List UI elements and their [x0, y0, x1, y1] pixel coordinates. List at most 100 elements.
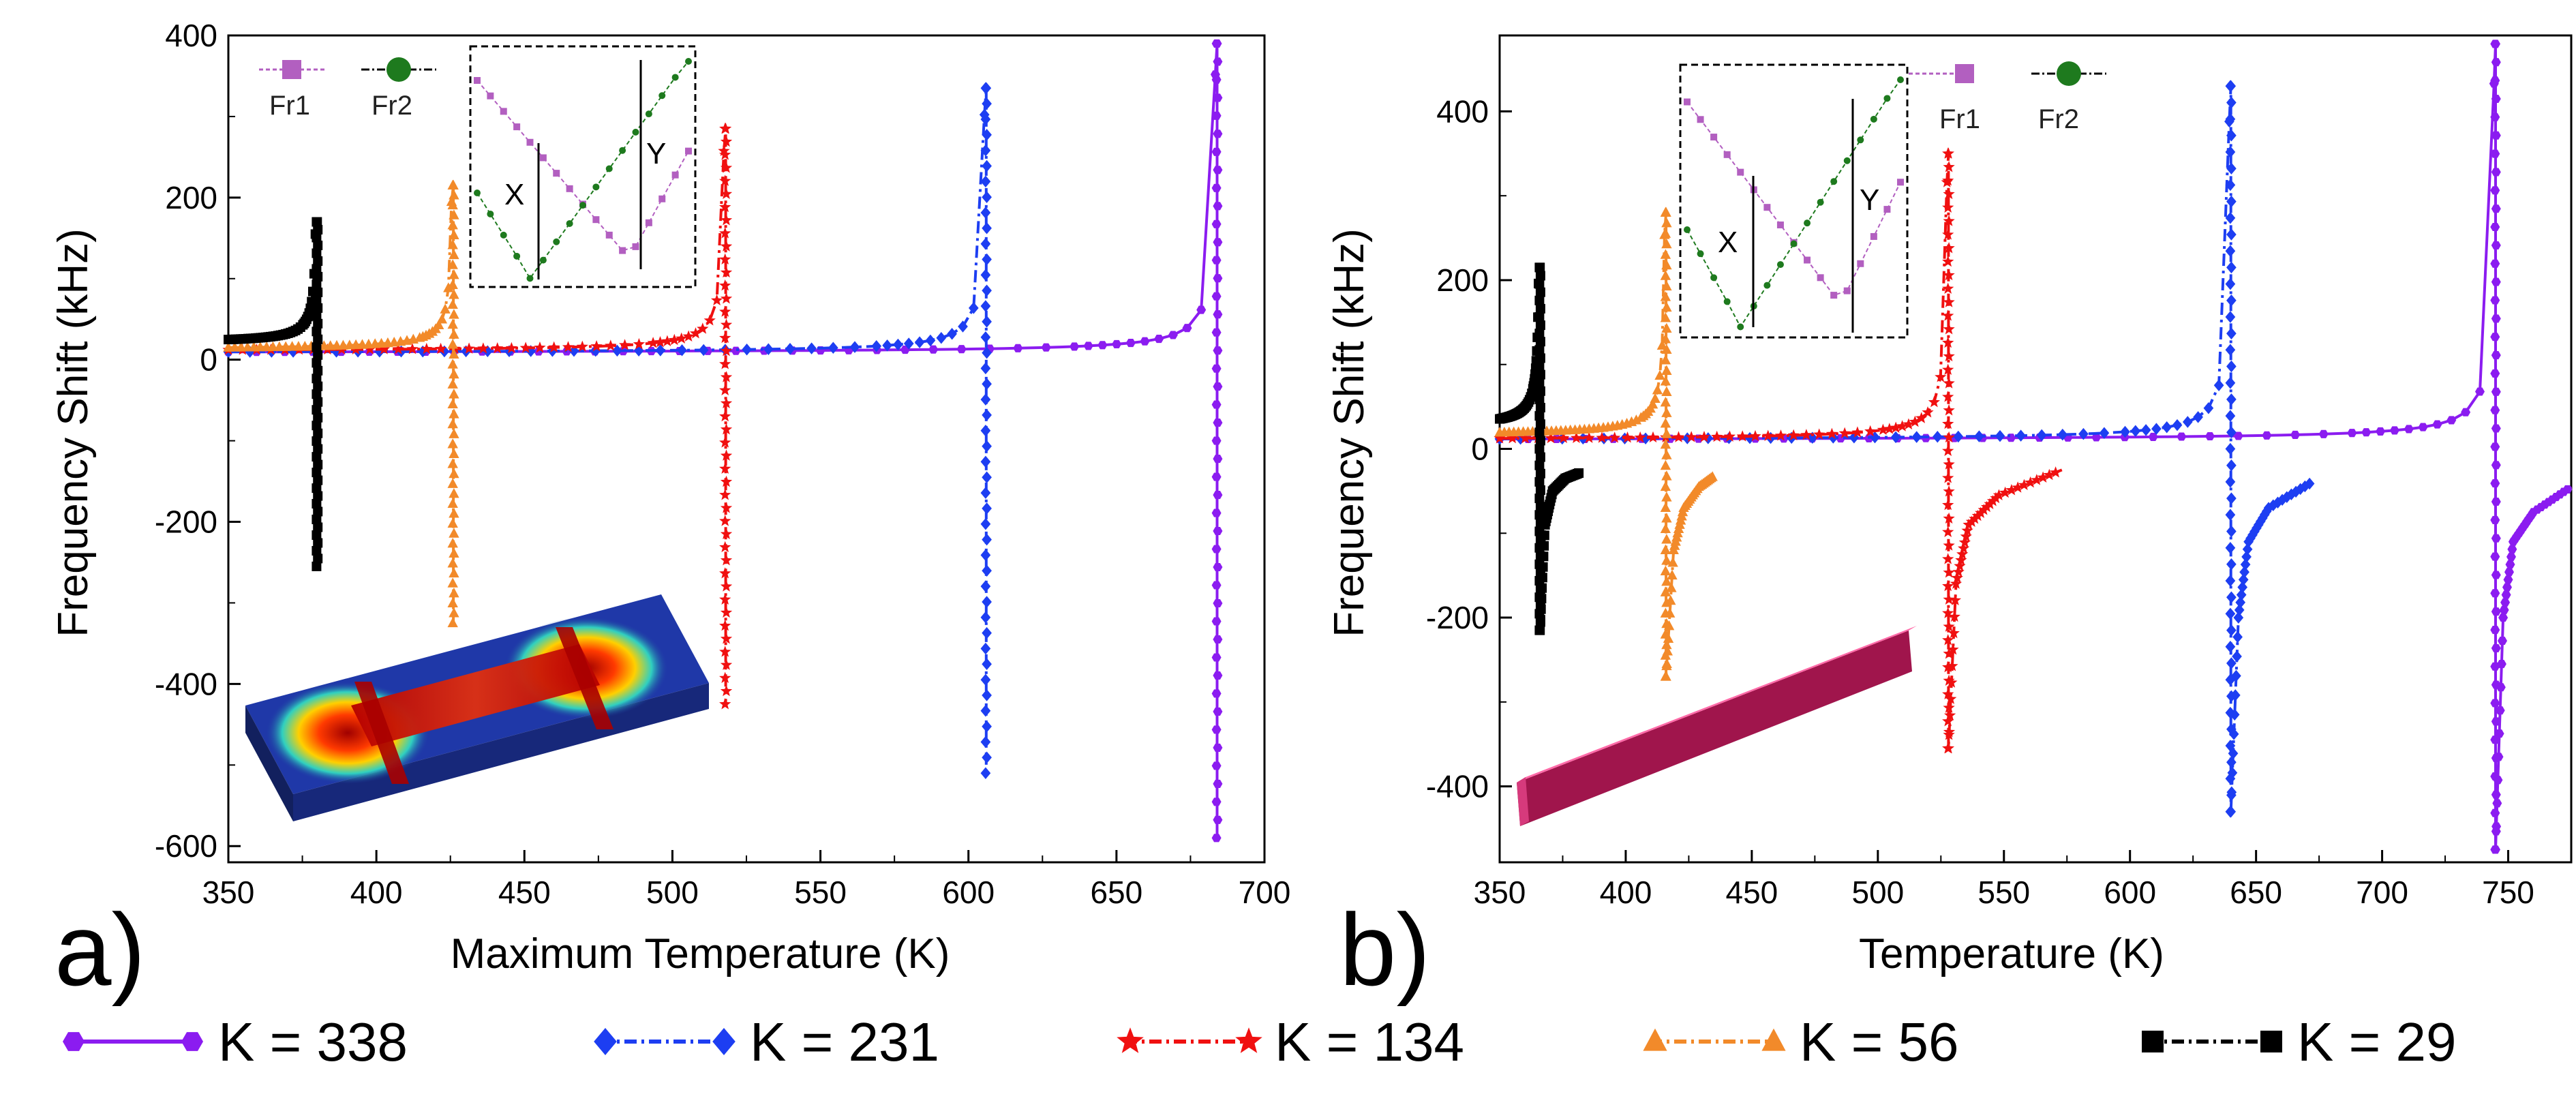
series-56-point	[1656, 339, 1668, 350]
series-231-point	[612, 344, 622, 357]
series-231-point	[2273, 496, 2283, 509]
series-338-point	[1211, 436, 1222, 445]
series-56-point	[1631, 414, 1642, 425]
series-134-point	[710, 294, 723, 306]
series-338-point	[2148, 432, 2158, 441]
series-56-point	[1660, 291, 1671, 301]
series-338-point	[2491, 845, 2500, 854]
series-56	[1494, 207, 1718, 681]
series-134-point	[647, 337, 659, 348]
series-29-point	[1534, 476, 1545, 487]
series-338-point	[2491, 643, 2501, 652]
inset-fr1-label: Fr1	[269, 91, 310, 121]
inset-fr1-point	[671, 171, 679, 179]
inset-fr2-point	[1697, 250, 1704, 258]
series-56-point	[1660, 481, 1671, 491]
series-134-point	[590, 340, 603, 352]
series-134-point	[1851, 426, 1864, 438]
series-231-point	[2226, 360, 2237, 373]
series-56-point	[1660, 207, 1671, 217]
series-231-point	[982, 284, 992, 297]
series-231-point	[2226, 723, 2237, 736]
series-29-point	[1535, 386, 1545, 396]
series-134-point	[1545, 431, 1557, 444]
series-231-point	[2300, 480, 2310, 493]
inset-fr2-point	[1776, 261, 1784, 269]
series-29-point	[313, 506, 323, 517]
series-56-point	[447, 359, 458, 369]
series-231-point	[982, 129, 992, 141]
inset-fr1-point	[1697, 116, 1704, 123]
inset-fr2-point	[553, 238, 560, 245]
series-231-point	[982, 658, 992, 671]
series-134-point	[720, 318, 733, 330]
series-29-point	[1534, 262, 1545, 273]
series-134-point	[720, 502, 733, 513]
series-338-point	[2493, 776, 2503, 785]
series-56-point	[1665, 594, 1676, 605]
series-231-point	[2225, 673, 2236, 686]
series-56-point	[1654, 369, 1665, 380]
x-tick-label: 700	[2356, 875, 2408, 910]
series-338-point	[1213, 455, 1223, 464]
inset-fr1-point	[487, 92, 494, 100]
series-56-point	[436, 314, 448, 324]
series-56-point	[1660, 333, 1671, 344]
series-134-point	[719, 384, 731, 395]
series-231-point	[2226, 393, 2237, 406]
series-134-point	[2043, 468, 2055, 481]
series-134-point	[1943, 701, 1955, 713]
series-231-point	[2226, 130, 2237, 142]
series-134-point	[720, 214, 733, 226]
series-231-point	[980, 487, 991, 499]
series-56-point	[449, 368, 459, 379]
series-134-point	[719, 122, 731, 134]
series-338-point	[2494, 753, 2504, 761]
series-231-point	[2229, 708, 2240, 721]
series-29-point	[1534, 279, 1545, 289]
inset-fr1-point	[685, 147, 692, 155]
series-29-point	[312, 358, 322, 368]
series-134-point	[719, 593, 731, 605]
series-231-point	[980, 642, 991, 655]
series-134-point	[519, 342, 532, 353]
series-338-point	[2502, 583, 2512, 592]
series-231-point	[2225, 376, 2236, 389]
series-56-point	[447, 318, 458, 329]
series-134-point	[1969, 513, 1981, 524]
series-134-point	[1558, 431, 1570, 444]
fr2-marker-icon	[2057, 61, 2081, 86]
series-338-point	[1041, 343, 1051, 352]
legend-label: K = 29	[2297, 1012, 2457, 1072]
series-134-point	[1952, 566, 1965, 577]
series-231-point	[982, 564, 992, 577]
series-56-point	[449, 567, 459, 578]
series-56-point	[1660, 502, 1671, 513]
series-231-point	[2225, 740, 2236, 752]
series-231-point	[2235, 596, 2246, 609]
series-231-point	[2230, 689, 2241, 701]
inset-fr2-point	[1723, 298, 1731, 305]
series-56-point	[1707, 471, 1718, 481]
series-56-point	[449, 189, 459, 200]
series-231-point	[2225, 706, 2236, 719]
series-231-point	[2151, 423, 2162, 435]
series-338-point	[1083, 342, 1093, 350]
series-231-point	[2232, 650, 2242, 663]
series-338-point	[2475, 387, 2485, 396]
series-29-point	[1539, 551, 1549, 562]
series-134-point	[1943, 161, 1955, 172]
series-338-point	[2501, 590, 2511, 599]
series-29-point	[1535, 320, 1545, 331]
series-231-point	[982, 689, 992, 701]
series-338-point	[1182, 324, 1192, 333]
series-56-point	[1652, 384, 1663, 395]
series-134-point	[1942, 228, 1954, 240]
series-134-point	[463, 342, 475, 354]
series-134-point	[1954, 560, 1966, 571]
series-231-point	[893, 338, 903, 351]
series-29-point	[1574, 468, 1584, 478]
series-338-point	[1211, 581, 1222, 590]
series-29-point	[313, 350, 323, 360]
